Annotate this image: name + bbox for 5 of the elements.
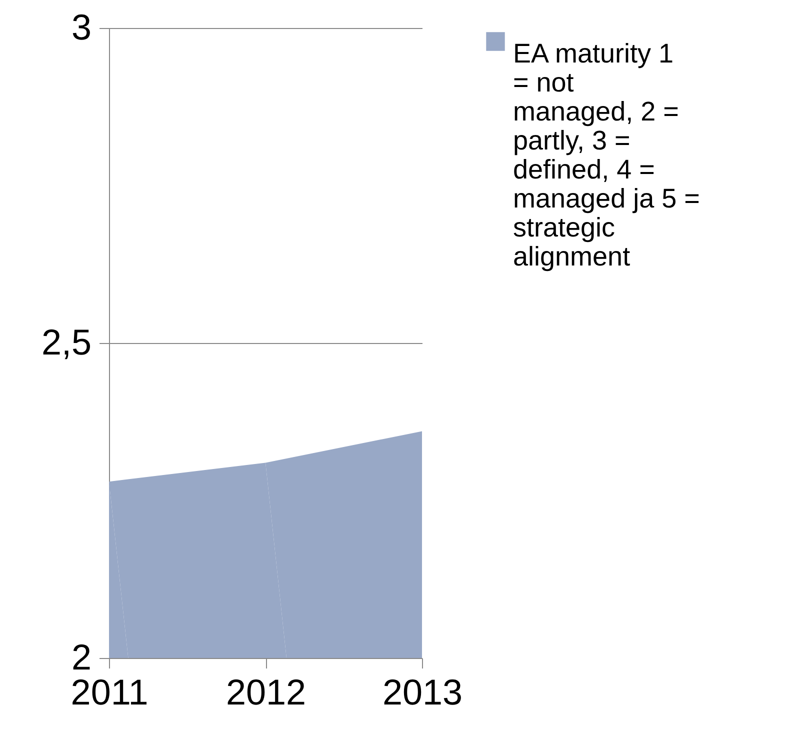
legend-label: EA maturity 1 = not managed, 2 = partly, 3 = defined, 4 = managed ja 5 = strategic alignment: [513, 38, 700, 272]
y-tick-label: 3: [71, 6, 92, 48]
x-tick-label: 2013: [382, 672, 463, 712]
x-tick-label: 2012: [226, 672, 306, 712]
y-tick-label: 2,5: [41, 322, 92, 362]
